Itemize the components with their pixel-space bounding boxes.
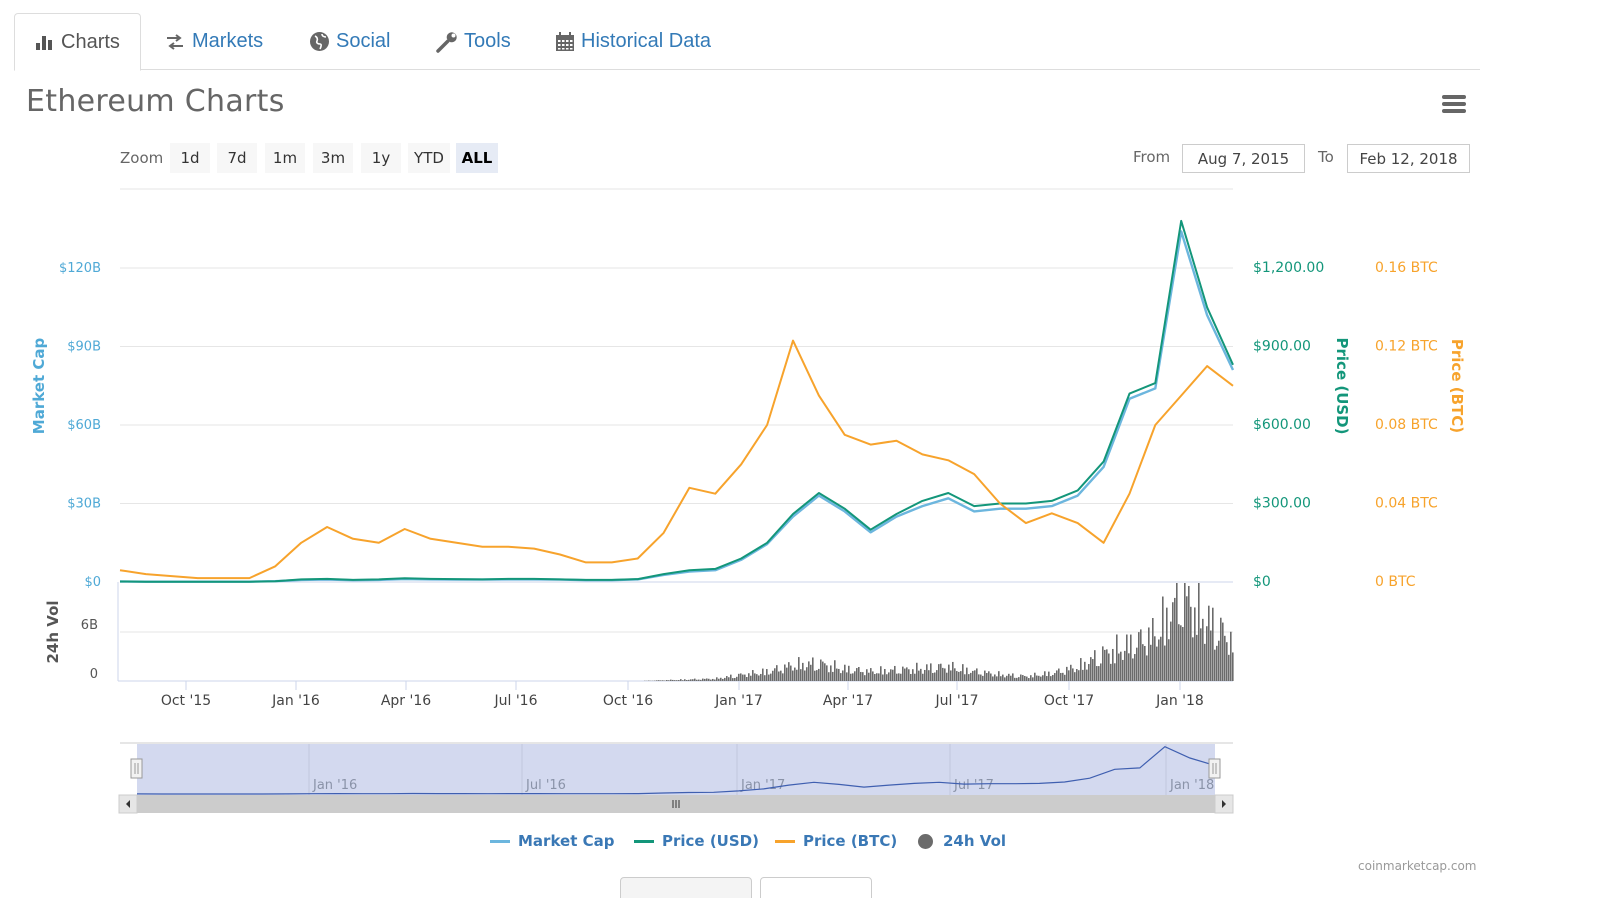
price-btc-axis-title: Price (BTC) <box>1448 339 1466 433</box>
legend-price-usd[interactable]: Price (USD) <box>634 832 759 850</box>
zoom-label: Zoom <box>120 149 164 167</box>
svg-text:$90B: $90B <box>67 340 101 355</box>
svg-text:Jul '16: Jul '16 <box>493 693 537 709</box>
line-swatch-icon <box>634 839 654 843</box>
price-usd-axis-title: Price (USD) <box>1333 338 1351 435</box>
dot-swatch-icon <box>918 833 933 849</box>
svg-text:Apr '17: Apr '17 <box>823 693 873 709</box>
svg-text:Jan '18: Jan '18 <box>1169 778 1214 793</box>
exchange-arrows-icon <box>164 33 186 50</box>
svg-text:0.08 BTC: 0.08 BTC <box>1375 417 1438 433</box>
globe-icon <box>309 31 330 52</box>
bottom-button-1[interactable] <box>620 877 752 898</box>
tab-label: Charts <box>61 30 120 53</box>
svg-text:Oct '17: Oct '17 <box>1044 693 1094 709</box>
from-date-input[interactable]: Aug 7, 2015 <box>1182 144 1305 173</box>
navigator-left-handle <box>130 758 143 779</box>
tab-label: Social <box>336 30 391 52</box>
legend-24h-vol[interactable]: 24h Vol <box>918 832 1006 850</box>
scroll-left-button <box>118 794 138 814</box>
svg-text:$60B: $60B <box>67 418 101 433</box>
to-date-input[interactable]: Feb 12, 2018 <box>1347 144 1470 173</box>
svg-text:0.04 BTC: 0.04 BTC <box>1375 496 1438 512</box>
svg-text:Oct '15: Oct '15 <box>161 693 211 709</box>
line-swatch-icon <box>775 839 795 843</box>
volume-axis-title: 24h Vol <box>44 600 62 663</box>
svg-text:0.12 BTC: 0.12 BTC <box>1375 339 1438 355</box>
scrollbar-thumb <box>137 795 1215 813</box>
svg-text:$1,200.00: $1,200.00 <box>1253 260 1324 276</box>
svg-text:$0: $0 <box>84 575 101 590</box>
tab-label: Historical Data <box>581 30 712 52</box>
wrench-icon <box>436 31 458 53</box>
svg-text:Apr '16: Apr '16 <box>381 693 431 709</box>
tab-historical-data[interactable]: Historical Data <box>555 13 711 70</box>
zoom-1d-button[interactable]: 1d <box>170 143 210 173</box>
legend-price-btc[interactable]: Price (BTC) <box>775 832 897 850</box>
chart-legend: Market Cap Price (USD) Price (BTC) 24h V… <box>0 832 1600 856</box>
scroll-right-button <box>1214 794 1234 814</box>
svg-text:Oct '16: Oct '16 <box>603 693 653 709</box>
price-usd-line <box>119 219 1234 583</box>
zoom-1y-button[interactable]: 1y <box>361 143 401 173</box>
from-label: From <box>1133 148 1171 166</box>
tab-social[interactable]: Social <box>309 13 390 70</box>
zoom-all-button[interactable]: ALL <box>456 143 498 173</box>
market-cap-axis-title: Market Cap <box>30 338 48 435</box>
legend-market-cap[interactable]: Market Cap <box>490 832 614 850</box>
bottom-button-2[interactable] <box>760 877 872 898</box>
navigator: Jan '16 Jul '16 Jan '17 Jul '17 Jan '18 <box>118 742 1234 814</box>
zoom-1m-button[interactable]: 1m <box>265 143 305 173</box>
zoom-3m-button[interactable]: 3m <box>313 143 353 173</box>
zoom-ytd-button[interactable]: YTD <box>408 143 450 173</box>
volume-bars <box>644 583 1234 681</box>
zoom-7d-button[interactable]: 7d <box>217 143 257 173</box>
calendar-icon <box>555 31 575 52</box>
tab-label: Tools <box>464 30 511 52</box>
svg-text:Jul '17: Jul '17 <box>934 693 978 709</box>
svg-text:$300.00: $300.00 <box>1253 496 1311 512</box>
svg-text:$120B: $120B <box>59 261 101 276</box>
svg-text:$30B: $30B <box>67 497 101 512</box>
price-btc-line <box>119 339 1234 580</box>
market-cap-axis: $0 $30B $60B $90B $120B <box>59 261 101 590</box>
tab-charts[interactable]: Charts <box>14 13 141 71</box>
market-cap-line <box>119 230 1235 583</box>
tab-bar: Charts Markets Social Tools Historical D… <box>14 13 1480 71</box>
bar-chart-icon <box>35 33 55 51</box>
svg-text:Jan '17: Jan '17 <box>714 693 763 709</box>
svg-text:Jan '18: Jan '18 <box>1155 693 1204 709</box>
hamburger-menu-icon[interactable] <box>1442 95 1466 115</box>
svg-text:Jan '16: Jan '16 <box>271 693 320 709</box>
page-title: Ethereum Charts <box>26 84 285 119</box>
svg-text:$600.00: $600.00 <box>1253 417 1311 433</box>
svg-text:Jan '16: Jan '16 <box>312 778 357 793</box>
line-swatch-icon <box>490 839 510 843</box>
navigator-line <box>136 745 1216 795</box>
tab-markets[interactable]: Markets <box>164 13 263 70</box>
tab-label: Markets <box>192 30 264 52</box>
credits-link[interactable]: coinmarketcap.com <box>1358 859 1477 873</box>
price-btc-axis: 0 BTC 0.04 BTC 0.08 BTC 0.12 BTC 0.16 BTC <box>1375 260 1438 590</box>
volume-tick-6b: 6B <box>81 618 98 633</box>
svg-text:$900.00: $900.00 <box>1253 339 1311 355</box>
svg-text:0 BTC: 0 BTC <box>1375 574 1416 590</box>
volume-tick-0: 0 <box>90 667 98 682</box>
x-axis: Oct '15 Jan '16 Apr '16 Jul '16 Oct '16 Jan '… <box>161 681 1204 709</box>
tab-tools[interactable]: Tools <box>436 13 511 70</box>
svg-text:Jul '16: Jul '16 <box>525 778 566 793</box>
to-label: To <box>1318 148 1334 166</box>
svg-text:$0: $0 <box>1253 574 1271 590</box>
navigator-right-handle <box>1208 758 1221 779</box>
svg-text:Jan '17: Jan '17 <box>740 778 785 793</box>
price-usd-axis: $0 $300.00 $600.00 $900.00 $1,200.00 <box>1253 260 1324 590</box>
svg-text:Jul '17: Jul '17 <box>953 778 994 793</box>
svg-text:0.16 BTC: 0.16 BTC <box>1375 260 1438 276</box>
